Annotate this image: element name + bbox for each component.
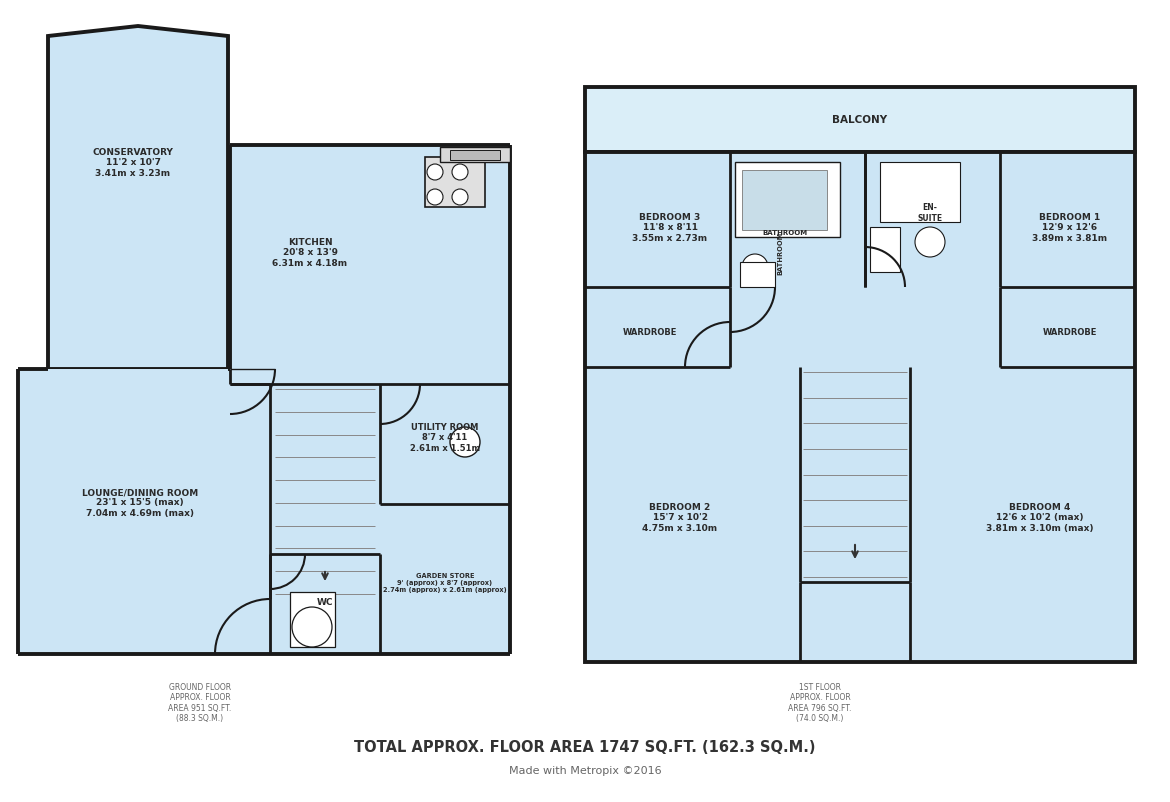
Bar [880,163,961,223]
Circle shape [452,190,468,206]
Text: CONSERVATORY
11'2 x 10'7
3.41m x 3.23m: CONSERVATORY 11'2 x 10'7 3.41m x 3.23m [92,148,173,178]
Bar [585,88,1135,153]
Bar [290,592,335,647]
Bar [585,153,1135,662]
Text: TOTAL APPROX. FLOOR AREA 1747 SQ.FT. (162.3 SQ.M.): TOTAL APPROX. FLOOR AREA 1747 SQ.FT. (16… [355,739,815,755]
Text: BALCONY: BALCONY [832,115,888,125]
Circle shape [915,228,945,257]
Text: WARDROBE: WARDROBE [622,328,677,337]
Text: Made with Metropix ©2016: Made with Metropix ©2016 [509,765,661,775]
Bar [870,228,900,273]
Polygon shape [18,146,510,654]
Text: WARDROBE: WARDROBE [1042,328,1097,337]
Text: 1ST FLOOR
APPROX. FLOOR
AREA 796 SQ.FT.
(74.0 SQ.M.): 1ST FLOOR APPROX. FLOOR AREA 796 SQ.FT. … [789,683,852,723]
Text: EN-
SUITE: EN- SUITE [917,203,943,222]
Polygon shape [48,27,228,370]
Bar [739,263,775,288]
Text: BATHROOM: BATHROOM [763,229,807,236]
Text: BEDROOM 4
12'6 x 10'2 (max)
3.81m x 3.10m (max): BEDROOM 4 12'6 x 10'2 (max) 3.81m x 3.10… [986,503,1094,533]
Bar [742,171,827,231]
Circle shape [452,164,468,180]
Text: BEDROOM 3
11'8 x 8'11
3.55m x 2.73m: BEDROOM 3 11'8 x 8'11 3.55m x 2.73m [633,213,708,242]
Text: UTILITY ROOM
8'7 x 4'11
2.61m x 1.51m: UTILITY ROOM 8'7 x 4'11 2.61m x 1.51m [410,423,480,452]
Circle shape [742,255,768,281]
Bar [735,163,840,237]
Circle shape [450,427,480,457]
Circle shape [427,190,443,206]
Circle shape [427,164,443,180]
Text: KITCHEN
20'8 x 13'9
6.31m x 4.18m: KITCHEN 20'8 x 13'9 6.31m x 4.18m [273,238,347,268]
Text: WC: WC [317,597,333,607]
Text: LOUNGE/DINING ROOM
23'1 x 15'5 (max)
7.04m x 4.69m (max): LOUNGE/DINING ROOM 23'1 x 15'5 (max) 7.0… [82,488,198,517]
Bar [450,151,500,160]
Bar [425,158,486,208]
Circle shape [292,607,332,647]
Text: BEDROOM 2
15'7 x 10'2
4.75m x 3.10m: BEDROOM 2 15'7 x 10'2 4.75m x 3.10m [642,503,717,533]
Text: BEDROOM 1
12'9 x 12'6
3.89m x 3.81m: BEDROOM 1 12'9 x 12'6 3.89m x 3.81m [1032,213,1108,242]
Text: GROUND FLOOR
APPROX. FLOOR
AREA 951 SQ.FT.
(88.3 SQ.M.): GROUND FLOOR APPROX. FLOOR AREA 951 SQ.F… [168,683,232,723]
Bar [440,148,510,163]
Text: BATHROOM: BATHROOM [777,231,783,274]
Text: GARDEN STORE
9' (approx) x 8'7 (approx)
2.74m (approx) x 2.61m (approx): GARDEN STORE 9' (approx) x 8'7 (approx) … [383,573,507,592]
Bar [270,384,380,599]
